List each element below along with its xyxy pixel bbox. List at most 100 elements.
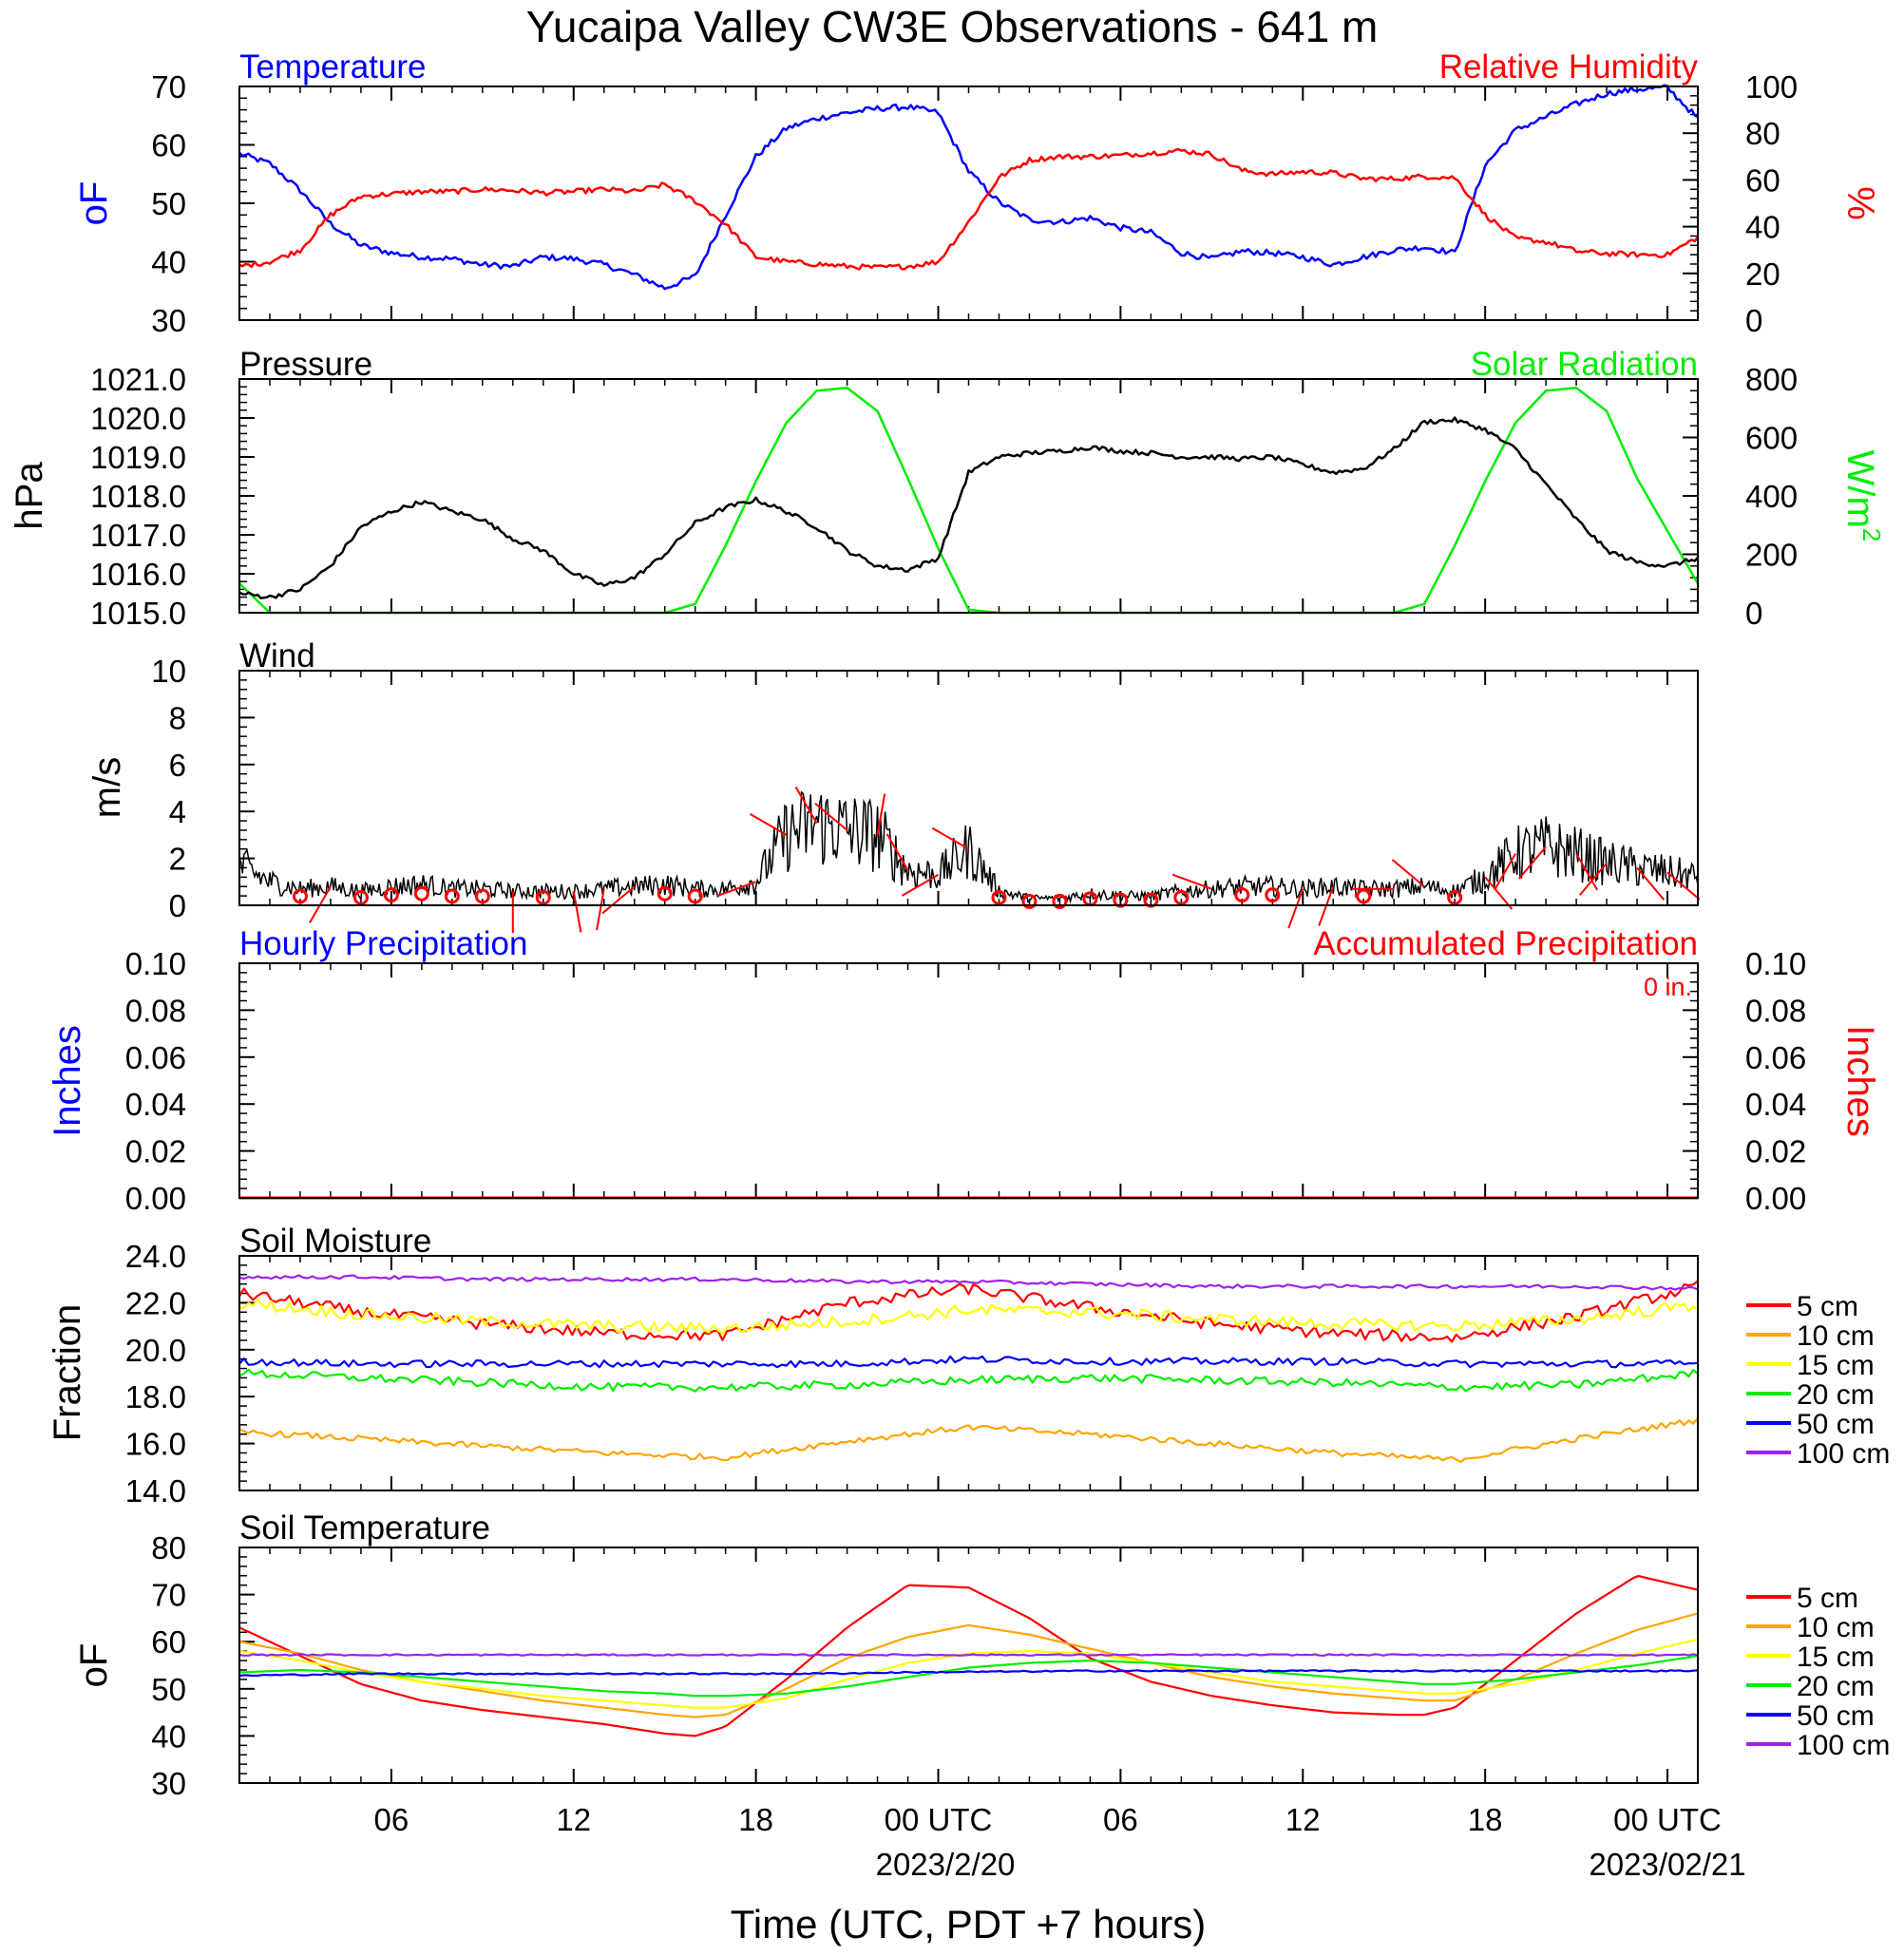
- accum-precip-title: Accumulated Precipitation: [1313, 925, 1698, 962]
- wind-frame: [238, 670, 1699, 906]
- wind-y-axis-tick-label: 2: [169, 842, 186, 877]
- pressure-y-axis-tick-label: 1015.0: [90, 596, 186, 631]
- x-tick-label: 12: [1285, 1802, 1321, 1837]
- pressure-solar-frame: [238, 378, 1699, 614]
- soil-temperature-unit-label: oF: [73, 1643, 115, 1688]
- precipitation-panel: 0.00 0.02 0.04 0.06 0.08 0.10 0.00 0.02 0.04 0.06…: [47, 925, 1881, 1216]
- calm-wind-marker: [444, 888, 460, 904]
- calm-wind-marker: [352, 889, 369, 905]
- rh-unit-label: %: [1839, 186, 1881, 220]
- rh-y-axis-tick-label: 0: [1745, 303, 1762, 338]
- rh-y-axis-tick-label: 100: [1745, 69, 1798, 104]
- hourly-precip-y-axis-tick-label: 0.06: [125, 1040, 186, 1075]
- x-tick-label: 00 UTC: [1613, 1802, 1722, 1837]
- soil-temperature-0-line: [238, 1575, 1699, 1737]
- temp-y-axis-tick-label: 60: [151, 128, 186, 163]
- calm-wind-marker: [1447, 889, 1463, 905]
- soil-temperature-y-axis-tick-label: 30: [151, 1766, 186, 1801]
- legend-label: 15 cm: [1797, 1642, 1875, 1673]
- hourly-precip-unit-label: Inches: [47, 1025, 88, 1137]
- solar-y-axis-tick-label: 400: [1745, 479, 1798, 514]
- wind-barb: [601, 885, 636, 915]
- soil-moisture-y-axis-tick-label: 24.0: [125, 1239, 186, 1274]
- accum-precip-total: 0 in.: [1644, 973, 1692, 1001]
- calm-wind-marker: [383, 887, 399, 903]
- calm-wind-marker: [1173, 889, 1190, 905]
- calm-wind-marker: [1052, 893, 1068, 909]
- accum-precip-y-axis-tick-label: 0.04: [1745, 1087, 1806, 1122]
- figure-title: Yucaipa Valley CW3E Observations - 641 m: [526, 2, 1379, 51]
- calm-wind-marker: [1356, 888, 1372, 904]
- calm-wind-marker: [1234, 887, 1250, 903]
- accum-precip-y-axis-tick-label: 0.00: [1745, 1181, 1806, 1216]
- solar-unit-base: W/m: [1839, 450, 1881, 528]
- x-tick-label: 00 UTC: [885, 1802, 993, 1837]
- wind-unit-label: m/s: [86, 757, 128, 818]
- solar-line: [238, 386, 1700, 615]
- wind-barb: [1666, 871, 1701, 901]
- wind-barb: [715, 881, 756, 898]
- wind-barb: [885, 833, 909, 871]
- x-tick-label: 18: [738, 1802, 773, 1837]
- wind-barb: [814, 802, 848, 831]
- soil-temperature-y-axis-tick-label: 40: [151, 1718, 186, 1754]
- wind-barb: [1484, 876, 1514, 910]
- legend-label: 5 cm: [1797, 1583, 1858, 1614]
- calm-wind-marker: [991, 889, 1007, 905]
- wind-panel: 0 2 4 6 8 10 Wind m/s: [86, 637, 1701, 934]
- soil-moisture-title: Soil Moisture: [239, 1223, 431, 1260]
- legend-label: 15 cm: [1797, 1350, 1875, 1381]
- soil-temperature-panel: 30 40 50 60 70 80 Soil Temperature oF 5 cm10 …: [73, 1509, 1890, 1801]
- pressure-y-axis-tick-label: 1019.0: [90, 440, 186, 475]
- pressure-line: [238, 416, 1699, 599]
- accum-precip-y-axis-tick-label: 0.02: [1745, 1134, 1806, 1169]
- soil-moisture-4-line: [238, 1355, 1699, 1369]
- x-date-label-2: 2023/02/21: [1589, 1847, 1745, 1882]
- rh-y-axis-tick-label: 60: [1745, 162, 1780, 198]
- precipitation-frame: [238, 962, 1699, 1199]
- wind-barb: [750, 813, 788, 836]
- soil-moisture-y-axis-tick-label: 16.0: [125, 1427, 186, 1462]
- rh-y-axis-tick-label: 80: [1745, 116, 1780, 151]
- wind-y-axis-tick-label: 0: [169, 888, 186, 923]
- pressure-title: Pressure: [239, 346, 372, 383]
- accum-precip-y-axis-tick-label: 0.08: [1745, 993, 1806, 1028]
- hourly-precip-y-axis-tick-label: 0.04: [125, 1087, 186, 1122]
- solar-y-axis-tick-label: 800: [1745, 362, 1798, 397]
- soil-moisture-unit-label: Fraction: [47, 1304, 88, 1442]
- soil-moisture-2-line: [238, 1299, 1699, 1335]
- hourly-precip-y-axis-tick-label: 0.10: [125, 946, 186, 981]
- calm-wind-marker: [292, 888, 308, 904]
- accum-precip-y-axis-tick-label: 0.06: [1745, 1040, 1806, 1075]
- accum-precip-unit-label: Inches: [1839, 1025, 1881, 1137]
- pressure-unit-label: hPa: [9, 462, 50, 530]
- wind-barb: [794, 786, 818, 825]
- soil-temperature-y-axis-tick-label: 50: [151, 1672, 186, 1707]
- wind-y-axis-tick-label: 6: [169, 748, 186, 783]
- soil-temperature-y-axis-tick-label: 60: [151, 1624, 186, 1660]
- wind-title: Wind: [239, 637, 315, 674]
- wind-barb: [572, 891, 582, 933]
- solar-unit-label: W/m2: [1839, 450, 1886, 542]
- calm-wind-marker: [413, 885, 429, 902]
- soil-temperature-1-line: [238, 1612, 1699, 1718]
- solar-y-axis-tick-label: 600: [1745, 421, 1798, 456]
- wind-barb: [1636, 866, 1666, 901]
- solar-y-axis-tick-label: 200: [1745, 538, 1798, 573]
- solar-title: Solar Radiation: [1471, 346, 1698, 383]
- humidity-title: Relative Humidity: [1439, 48, 1699, 85]
- wind-barb: [1518, 845, 1547, 880]
- soil-temperature-frame: [238, 1547, 1699, 1784]
- pressure-y-axis-tick-label: 1018.0: [90, 479, 186, 514]
- soil-moisture-y-axis-tick-label: 20.0: [125, 1333, 186, 1368]
- wind-y-axis-tick-label: 8: [169, 700, 186, 735]
- soil-moisture-y-axis-tick-label: 14.0: [125, 1473, 186, 1509]
- wind-barb: [596, 888, 605, 931]
- calm-wind-marker: [687, 888, 703, 904]
- soil-temperature-2-line: [238, 1638, 1699, 1709]
- wind-barb: [1579, 862, 1608, 896]
- pressure-y-axis-tick-label: 1017.0: [90, 518, 186, 553]
- temp-rh-frame: [238, 85, 1699, 321]
- temperature-title: Temperature: [239, 48, 426, 85]
